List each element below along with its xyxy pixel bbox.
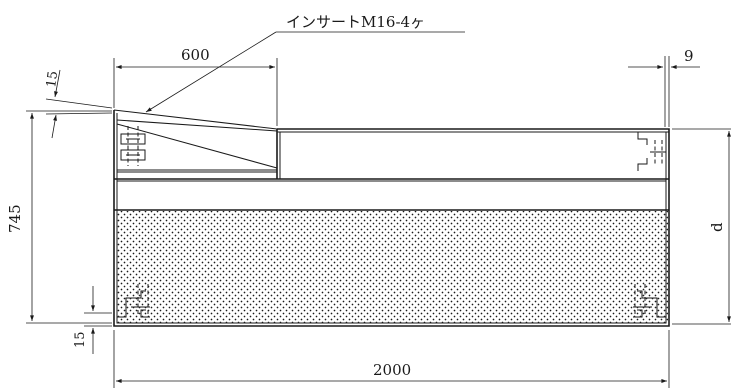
dim-745: 745 bbox=[6, 110, 112, 324]
insert-symbol-left-bottom bbox=[117, 284, 150, 318]
insert-label: インサートM16-4ヶ bbox=[286, 13, 425, 31]
dim-15-top-label: 15 bbox=[44, 70, 61, 88]
dim-745-label: 745 bbox=[6, 204, 24, 233]
dim-15-bottom: 15 bbox=[73, 286, 112, 354]
insert-symbol-left-top bbox=[120, 126, 146, 166]
top-slope-edge bbox=[113, 109, 278, 130]
dim-d: d bbox=[672, 128, 731, 325]
dotted-fill-region bbox=[117, 211, 668, 323]
dim-2000-label: 2000 bbox=[373, 361, 411, 379]
outer-outline bbox=[113, 110, 670, 327]
taper-line-2 bbox=[116, 123, 278, 169]
dim-2000: 2000 bbox=[113, 330, 670, 388]
dim-15-top: 15 bbox=[44, 69, 113, 139]
insert-leader: インサートM16-4ヶ bbox=[145, 13, 465, 113]
taper-line-1 bbox=[116, 119, 278, 132]
dim-d-label: d bbox=[708, 222, 726, 232]
panel-body bbox=[113, 109, 670, 327]
dim-600-label: 600 bbox=[181, 46, 210, 64]
inner-outline bbox=[116, 113, 667, 324]
dim-15-bottom-label: 15 bbox=[73, 331, 88, 348]
dim-9: 9 bbox=[628, 47, 700, 127]
dim-600: 600 bbox=[113, 46, 278, 126]
insert-symbol-right-bottom bbox=[633, 284, 666, 318]
dim-9-label: 9 bbox=[684, 47, 694, 65]
insert-symbol-right-top bbox=[637, 132, 666, 171]
